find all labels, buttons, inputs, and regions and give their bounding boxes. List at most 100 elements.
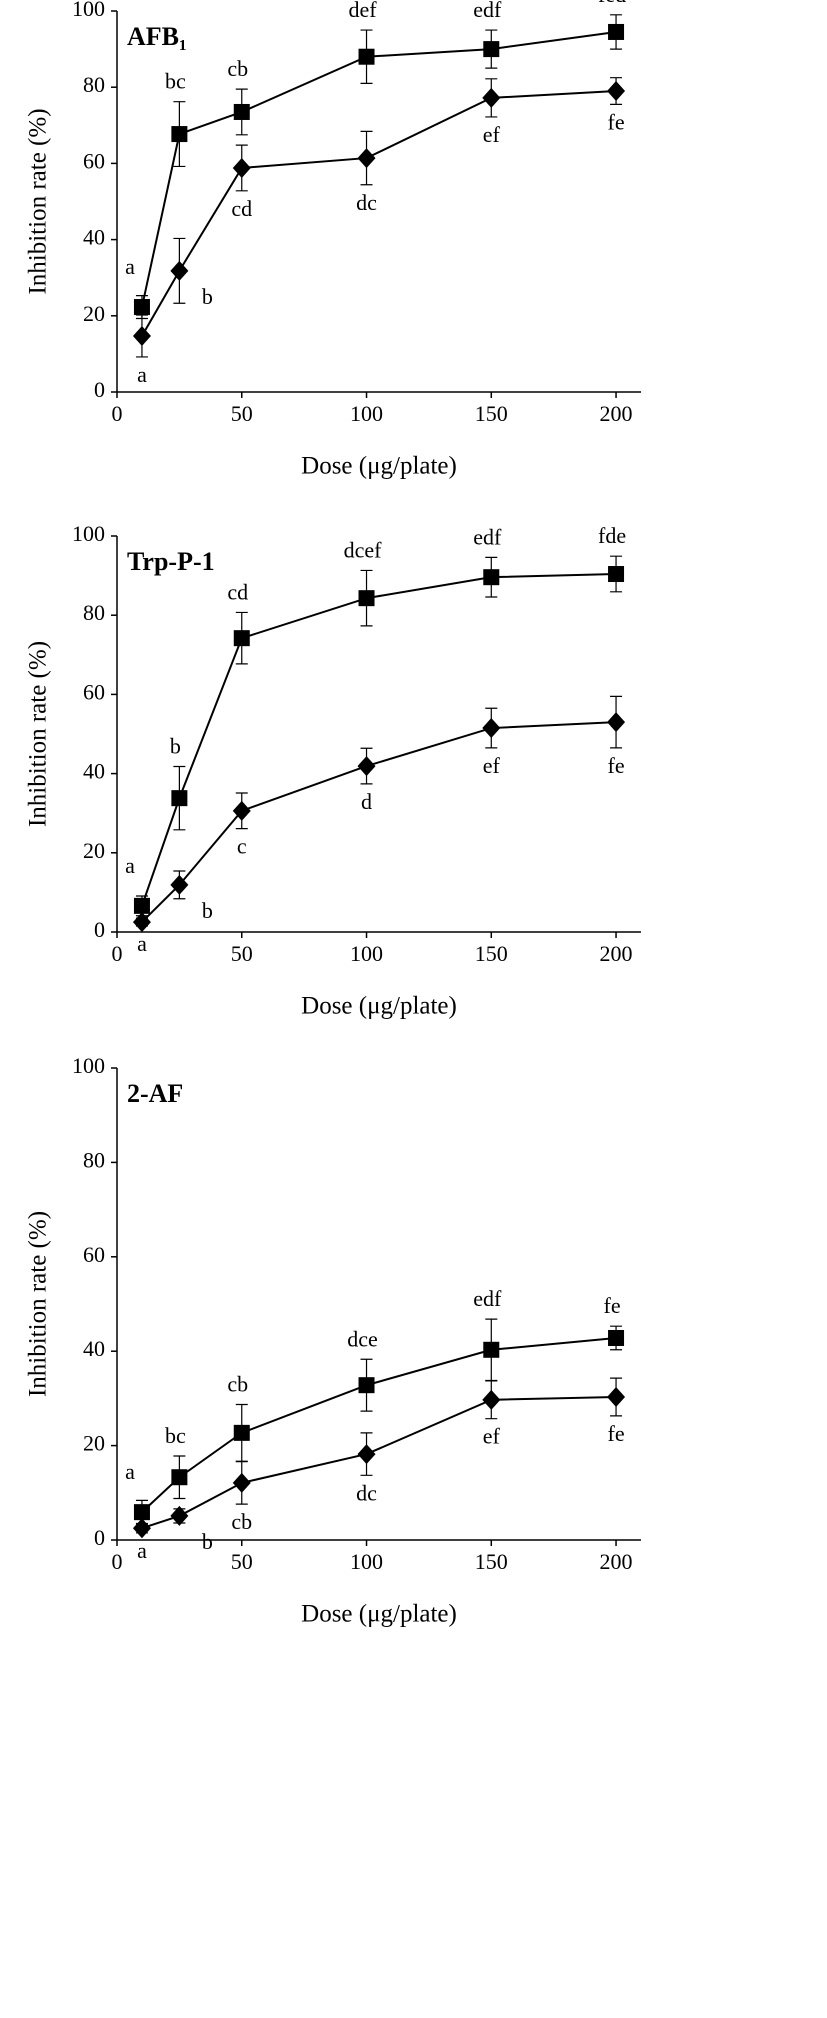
point-label: b [170,734,181,759]
point-label: cb [227,1372,248,1397]
chart: 0 20 40 60 80 100 0 50 100 150 200 Dose (μg/plate) I… [25,1053,641,1628]
series-line [141,573,617,907]
marker [232,800,251,821]
series-line [141,90,617,337]
marker [232,1472,251,1493]
marker [132,912,151,933]
marker [358,1377,375,1394]
y-tick-label: 60 [83,1242,105,1267]
marker [233,1424,250,1441]
marker [171,1469,188,1486]
y-axis-title: Inhibition rate (%) [25,1211,52,1397]
point-label: cb [231,1509,252,1534]
y-tick-label: 60 [83,148,105,173]
marker [607,712,626,733]
marker [133,1504,150,1521]
y-tick-label: 20 [83,301,105,326]
y-tick-label: 20 [83,1431,105,1456]
x-axis-title: Dose (μg/plate) [301,1601,457,1628]
marker [357,148,376,169]
x-tick-label: 0 [112,1549,123,1574]
x-tick-label: 100 [350,401,383,426]
y-axis-title: Inhibition rate (%) [25,641,52,827]
series-line [141,721,617,923]
marker [483,569,500,586]
marker [233,103,250,120]
x-tick-label: 100 [350,941,383,966]
point-label: b [202,1529,213,1554]
point-label: edf [473,524,502,549]
marker [171,126,188,143]
y-tick-label: 100 [72,1053,105,1078]
marker [483,1341,500,1358]
x-tick-label: 100 [350,1549,383,1574]
point-label: fe [604,1293,621,1318]
x-tick-label: 50 [231,1549,253,1574]
point-label: b [202,898,213,923]
y-tick-label: 40 [83,1336,105,1361]
point-label: def [348,0,377,22]
marker [358,48,375,65]
point-label: cd [231,196,252,221]
marker [608,566,625,583]
marker [132,325,151,346]
y-tick-label: 100 [72,0,105,21]
y-tick-label: 0 [94,917,105,942]
marker [357,756,376,777]
y-tick-label: 80 [83,600,105,625]
point-label: fde [598,523,626,548]
y-tick-label: 40 [83,225,105,250]
chart-title: Trp-P-1 [127,547,215,576]
point-label: a [137,1538,147,1563]
marker [132,1518,151,1539]
point-label: cb [227,56,248,81]
point-label: a [125,254,135,279]
marker [482,1389,501,1410]
marker [233,630,250,647]
marker [171,790,188,807]
marker [357,1444,376,1465]
x-tick-label: 0 [112,941,123,966]
series-line [141,1395,617,1530]
y-tick-label: 80 [83,72,105,97]
point-label: ef [483,753,501,778]
chart: 0 20 40 60 80 100 0 50 100 150 200 Dose (μg/plate) I… [25,521,641,1020]
point-label: c [237,834,247,859]
point-label: fed [598,0,626,7]
y-tick-label: 0 [94,377,105,402]
point-label: a [137,362,147,387]
y-axis-title: Inhibition rate (%) [25,108,52,294]
x-axis-title: Dose (μg/plate) [301,993,457,1020]
y-tick-label: 80 [83,1147,105,1172]
marker [483,41,500,58]
point-label: a [125,853,135,878]
x-tick-label: 0 [112,401,123,426]
point-label: bc [165,1423,186,1448]
chart-title: AFB₁ [127,22,187,51]
x-tick-label: 200 [600,941,633,966]
marker [170,1505,189,1526]
x-tick-label: 150 [475,1549,508,1574]
marker [133,299,150,316]
x-axis-title: Dose (μg/plate) [301,453,457,480]
y-tick-label: 0 [94,1525,105,1550]
marker [608,23,625,40]
point-label: dcef [344,537,383,562]
marker [170,260,189,281]
point-label: dc [356,1480,377,1505]
marker [133,897,150,914]
x-tick-label: 50 [231,941,253,966]
chart-title: 2-AF [127,1079,183,1108]
marker [607,1386,626,1407]
point-label: bc [165,69,186,94]
series-line [141,1336,617,1513]
point-label: fe [608,109,625,134]
point-label: a [137,931,147,956]
point-label: ef [483,122,501,147]
point-label: cd [227,579,248,604]
point-label: d [361,789,372,814]
y-tick-label: 60 [83,679,105,704]
marker [482,718,501,739]
point-label: a [125,1459,135,1484]
chart: 0 20 40 60 80 100 0 50 100 150 200 Dose (μg/plate) I… [25,0,641,480]
